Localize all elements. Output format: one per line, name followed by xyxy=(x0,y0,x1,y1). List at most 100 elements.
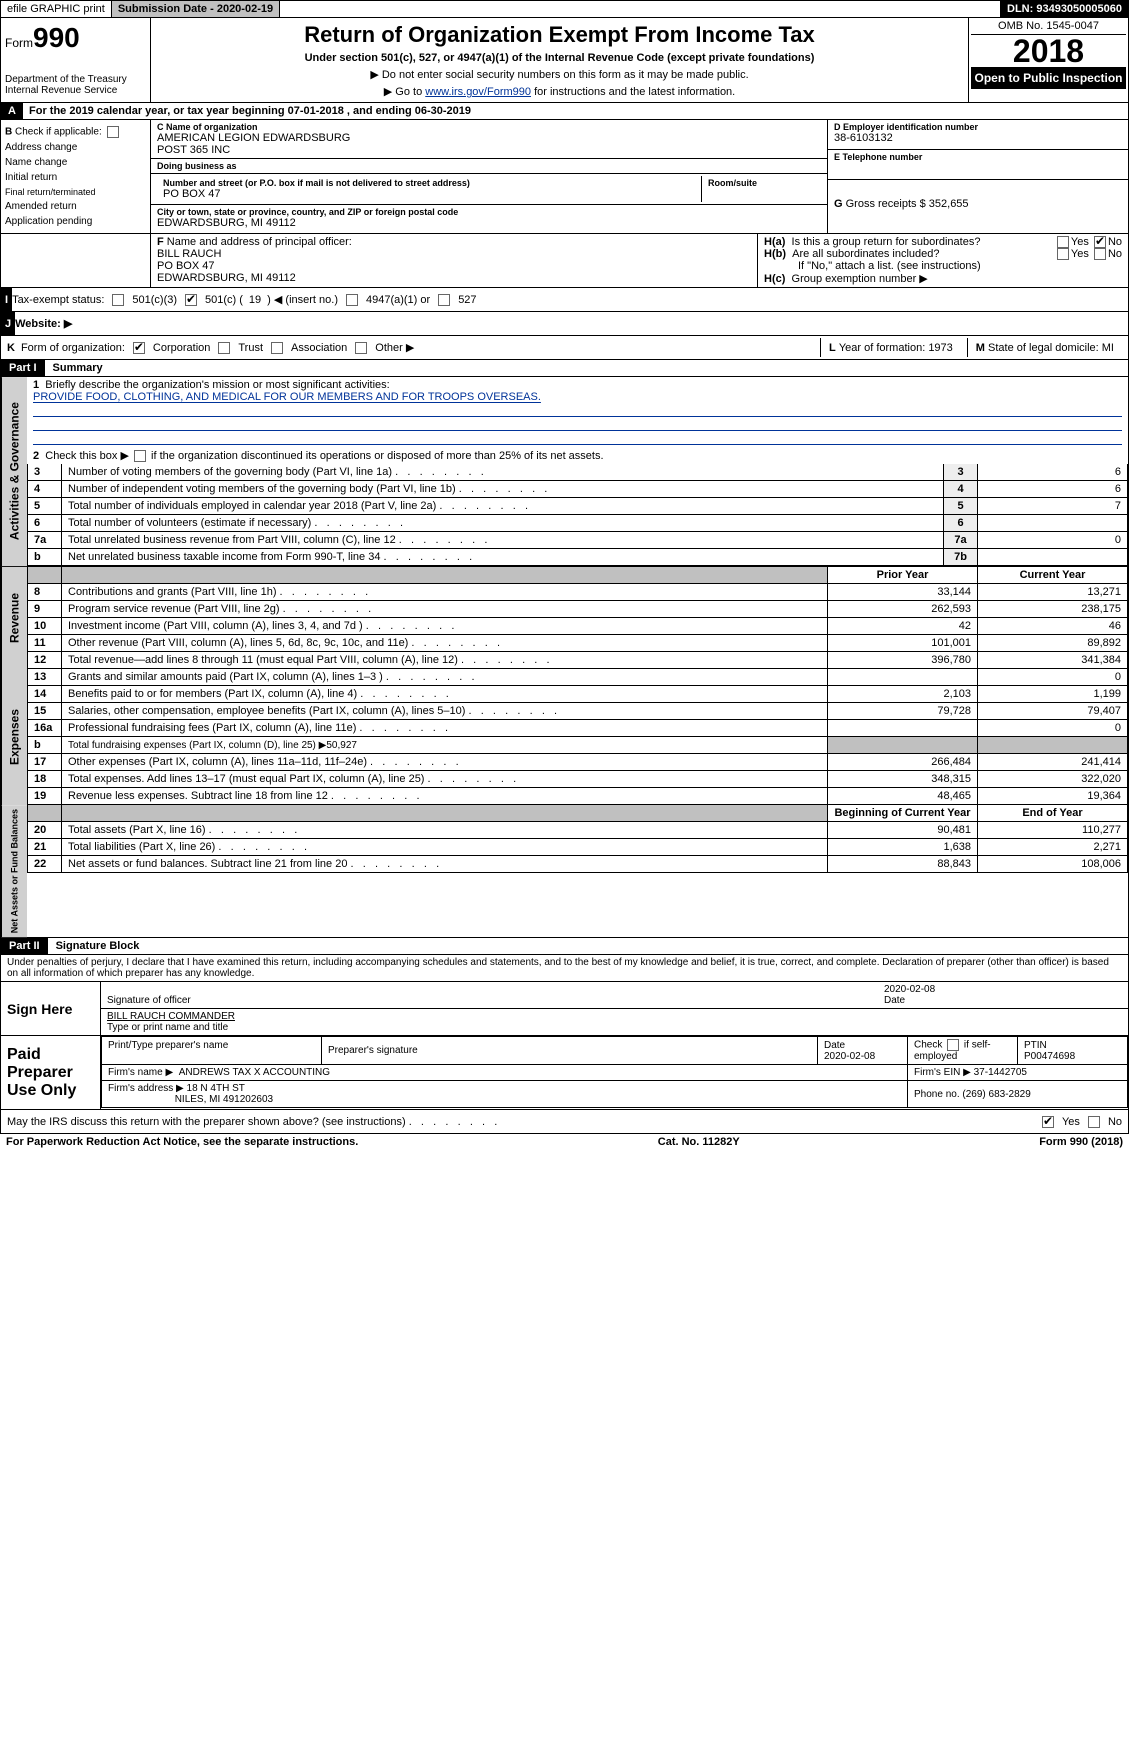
sign-block: Sign Here Signature of officer 2020-02-0… xyxy=(0,982,1129,1110)
ha-no[interactable] xyxy=(1094,236,1106,248)
col-de: D Employer identification number 38-6103… xyxy=(828,120,1128,233)
row-a-text: For the 2019 calendar year, or tax year … xyxy=(23,103,477,119)
i-4947[interactable] xyxy=(346,294,358,306)
i-opt2b: ) ◀ (insert no.) xyxy=(267,293,338,306)
l-letter: L xyxy=(829,342,836,354)
irs-link[interactable]: www.irs.gov/Form990 xyxy=(425,86,531,98)
discuss-no-lbl: No xyxy=(1108,1116,1122,1128)
form-title: Return of Organization Exempt From Incom… xyxy=(155,22,964,48)
exp-block: Expenses 13Grants and similar amounts pa… xyxy=(0,669,1129,805)
part2-title: Signature Block xyxy=(48,938,148,954)
dept-1: Department of the Treasury xyxy=(5,74,146,85)
org-name-1: AMERICAN LEGION EDWARDSBURG xyxy=(157,132,821,144)
net-block: Net Assets or Fund Balances Beginning of… xyxy=(0,805,1129,938)
dept-2: Internal Revenue Service xyxy=(5,85,146,96)
part1-header: Part I Summary xyxy=(0,360,1129,377)
rev-block: Revenue Prior YearCurrent Year 8Contribu… xyxy=(0,567,1129,669)
i-opt3: 4947(a)(1) or xyxy=(366,294,430,306)
i-527[interactable] xyxy=(438,294,450,306)
b-item-3: Final return/terminated xyxy=(5,185,146,199)
b-item-2: Initial return xyxy=(5,170,146,185)
hc-lbl: Group exemption number ▶ xyxy=(792,273,928,285)
city-lbl: City or town, state or province, country… xyxy=(157,207,821,217)
row-i: I Tax-exempt status: 501(c)(3) 501(c) (1… xyxy=(0,288,1129,312)
hb-no[interactable] xyxy=(1094,248,1106,260)
efile-label: efile GRAPHIC print xyxy=(1,1,112,17)
addr-lbl: Firm's address ▶ xyxy=(108,1083,184,1094)
g-lbl: Gross receipts $ xyxy=(846,198,926,210)
k-other[interactable] xyxy=(355,342,367,354)
prior-hdr: Prior Year xyxy=(828,567,978,584)
c-letter: C xyxy=(157,122,164,132)
ha-yes-lbl: Yes xyxy=(1071,236,1089,248)
room-lbl: Room/suite xyxy=(708,178,815,188)
discuss-yes-lbl: Yes xyxy=(1062,1116,1080,1128)
ha-lbl: Is this a group return for subordinates? xyxy=(792,236,981,248)
part1-title: Summary xyxy=(45,360,111,376)
firm-ein: 37-1442705 xyxy=(974,1067,1027,1078)
sum-l1: Briefly describe the organization's miss… xyxy=(45,379,389,391)
row-j: J Website: ▶ xyxy=(0,312,1129,336)
i-501c3[interactable] xyxy=(112,294,124,306)
vtab-rev: Revenue xyxy=(1,567,27,669)
m-val: MI xyxy=(1102,342,1114,354)
f-lbl: Name and address of principal officer: xyxy=(167,236,352,248)
ha-yes[interactable] xyxy=(1057,236,1069,248)
col-c: C Name of organization AMERICAN LEGION E… xyxy=(151,120,828,233)
k-assoc[interactable] xyxy=(271,342,283,354)
k-corp[interactable] xyxy=(133,342,145,354)
row-a: A For the 2019 calendar year, or tax yea… xyxy=(0,103,1129,120)
k-o2: Trust xyxy=(238,342,263,354)
tax-year: 2018 xyxy=(971,35,1126,67)
hb-lbl: Are all subordinates included? xyxy=(792,248,939,260)
officer-city: EDWARDSBURG, MI 49112 xyxy=(157,272,751,284)
phone-lbl: Phone no. xyxy=(914,1089,960,1100)
part2-header: Part II Signature Block xyxy=(0,938,1129,955)
prep-date: 2020-02-08 xyxy=(824,1051,875,1062)
mission-text: PROVIDE FOOD, CLOTHING, AND MEDICAL FOR … xyxy=(33,391,541,403)
d-letter: D xyxy=(834,122,841,132)
form-sub1: Under section 501(c), 527, or 4947(a)(1)… xyxy=(155,52,964,64)
prep-h2: Preparer's signature xyxy=(328,1045,418,1056)
i-opt2n: 19 xyxy=(249,294,261,306)
discuss-row: May the IRS discuss this return with the… xyxy=(0,1110,1129,1134)
part2-label: Part II xyxy=(1,938,48,954)
vtab-net: Net Assets or Fund Balances xyxy=(1,805,27,937)
k-letter: K xyxy=(7,342,15,354)
perjury-text: Under penalties of perjury, I declare th… xyxy=(0,955,1129,982)
prep-table: Print/Type preparer's name Preparer's si… xyxy=(101,1036,1128,1108)
e-lbl: Telephone number xyxy=(843,152,923,162)
l2-checkbox[interactable] xyxy=(134,450,146,462)
blank-line-3 xyxy=(33,431,1122,445)
exp-table: 13Grants and similar amounts paid (Part … xyxy=(27,669,1128,805)
i-501c[interactable] xyxy=(185,294,197,306)
open-to-public: Open to Public Inspection xyxy=(971,67,1126,89)
b-checkbox[interactable] xyxy=(107,126,119,138)
city-val: EDWARDSBURG, MI 49112 xyxy=(157,217,821,229)
k-trust[interactable] xyxy=(218,342,230,354)
prep-h1: Print/Type preparer's name xyxy=(108,1040,228,1051)
submission-date: Submission Date - 2020-02-19 xyxy=(112,1,280,17)
c-name-lbl: Name of organization xyxy=(166,122,258,132)
k-o4: Other ▶ xyxy=(375,341,414,354)
i-lbl: Tax-exempt status: xyxy=(12,294,104,306)
discuss-yes[interactable] xyxy=(1042,1116,1054,1128)
footer-cat: Cat. No. 11282Y xyxy=(658,1136,740,1148)
f-letter: F xyxy=(157,236,164,248)
j-lbl: Website: ▶ xyxy=(15,317,72,330)
prep-h3: Date xyxy=(824,1040,845,1051)
row-klm: K Form of organization: Corporation Trus… xyxy=(0,336,1129,360)
sig-name: BILL RAUCH COMMANDER xyxy=(107,1011,235,1022)
b-item-4: Amended return xyxy=(5,199,146,214)
form-sub2: ▶ Do not enter social security numbers o… xyxy=(155,68,964,81)
g-letter: G xyxy=(834,198,843,210)
hb-yes[interactable] xyxy=(1057,248,1069,260)
sig-officer-lbl: Signature of officer xyxy=(107,995,191,1006)
sum-l2-b: if the organization discontinued its ope… xyxy=(151,450,604,462)
org-name-2: POST 365 INC xyxy=(157,144,821,156)
end-hdr: End of Year xyxy=(978,805,1128,822)
topbar-spacer xyxy=(280,1,1001,17)
discuss-no[interactable] xyxy=(1088,1116,1100,1128)
discuss-q: May the IRS discuss this return with the… xyxy=(7,1116,497,1128)
self-emp-check[interactable] xyxy=(947,1039,959,1051)
